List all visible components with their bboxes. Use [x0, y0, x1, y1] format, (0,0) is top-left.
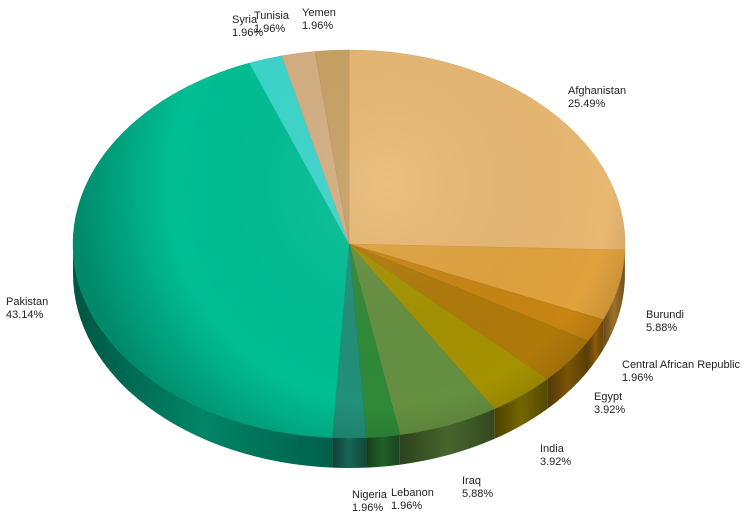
slice-label-pakistan: Pakistan 43.14%: [6, 296, 48, 321]
slice-percent-syria: 1.96%: [232, 27, 263, 39]
slice-name-lebanon: Lebanon: [391, 487, 434, 499]
slice-label-syria: Syria 1.96%: [232, 14, 263, 39]
slice-label-afghanistan: Afghanistan 25.49%: [568, 85, 626, 110]
slice-name-pakistan: Pakistan: [6, 296, 48, 308]
slice-label-lebanon: Lebanon 1.96%: [391, 487, 434, 512]
slice-label-yemen: Yemen 1.96%: [302, 7, 336, 32]
slice-percent-burundi: 5.88%: [646, 322, 677, 334]
slice-percent-nigeria: 1.96%: [352, 502, 383, 514]
pie-slices: [72, 49, 626, 439]
slice-label-tunisia: Tunisia 1.96%: [254, 10, 290, 35]
slice-name-burundi: Burundi: [646, 309, 684, 321]
slice-name-iraq: Iraq: [462, 475, 481, 487]
slice-percent-yemen: 1.96%: [302, 20, 333, 32]
slice-label-central-african-republic: Central African Republic 1.96%: [622, 359, 741, 384]
slice-percent-iraq: 5.88%: [462, 488, 493, 500]
slice-percent-tunisia: 1.96%: [254, 23, 285, 35]
slice-percent-india: 3.92%: [540, 456, 571, 468]
slice-side-nigeria: [332, 437, 367, 469]
slice-name-nigeria: Nigeria: [352, 489, 388, 501]
slice-percent-central-african-republic: 1.96%: [622, 372, 653, 384]
slice-labels: Afghanistan 25.49%Burundi 5.88%Central Afr…: [6, 7, 741, 514]
slice-name-syria: Syria: [232, 14, 258, 26]
slice-label-iraq: Iraq 5.88%: [462, 475, 493, 500]
slice-label-india: India 3.92%: [540, 443, 571, 468]
slice-percent-pakistan: 43.14%: [6, 309, 44, 321]
slice-side-lebanon: [366, 434, 400, 468]
slice-label-egypt: Egypt 3.92%: [594, 391, 625, 416]
slice-percent-egypt: 3.92%: [594, 404, 625, 416]
slice-percent-lebanon: 1.96%: [391, 500, 422, 512]
slice-name-egypt: Egypt: [594, 391, 622, 403]
slice-label-burundi: Burundi 5.88%: [646, 309, 684, 334]
slice-name-yemen: Yemen: [302, 7, 336, 19]
slice-name-tunisia: Tunisia: [254, 10, 290, 22]
slice-percent-afghanistan: 25.49%: [568, 98, 606, 110]
slice-name-afghanistan: Afghanistan: [568, 85, 626, 97]
slice-name-india: India: [540, 443, 565, 455]
slice-afghanistan[interactable]: [348, 49, 626, 251]
slice-label-nigeria: Nigeria 1.96%: [352, 489, 388, 514]
slice-name-central-african-republic: Central African Republic: [622, 359, 741, 371]
